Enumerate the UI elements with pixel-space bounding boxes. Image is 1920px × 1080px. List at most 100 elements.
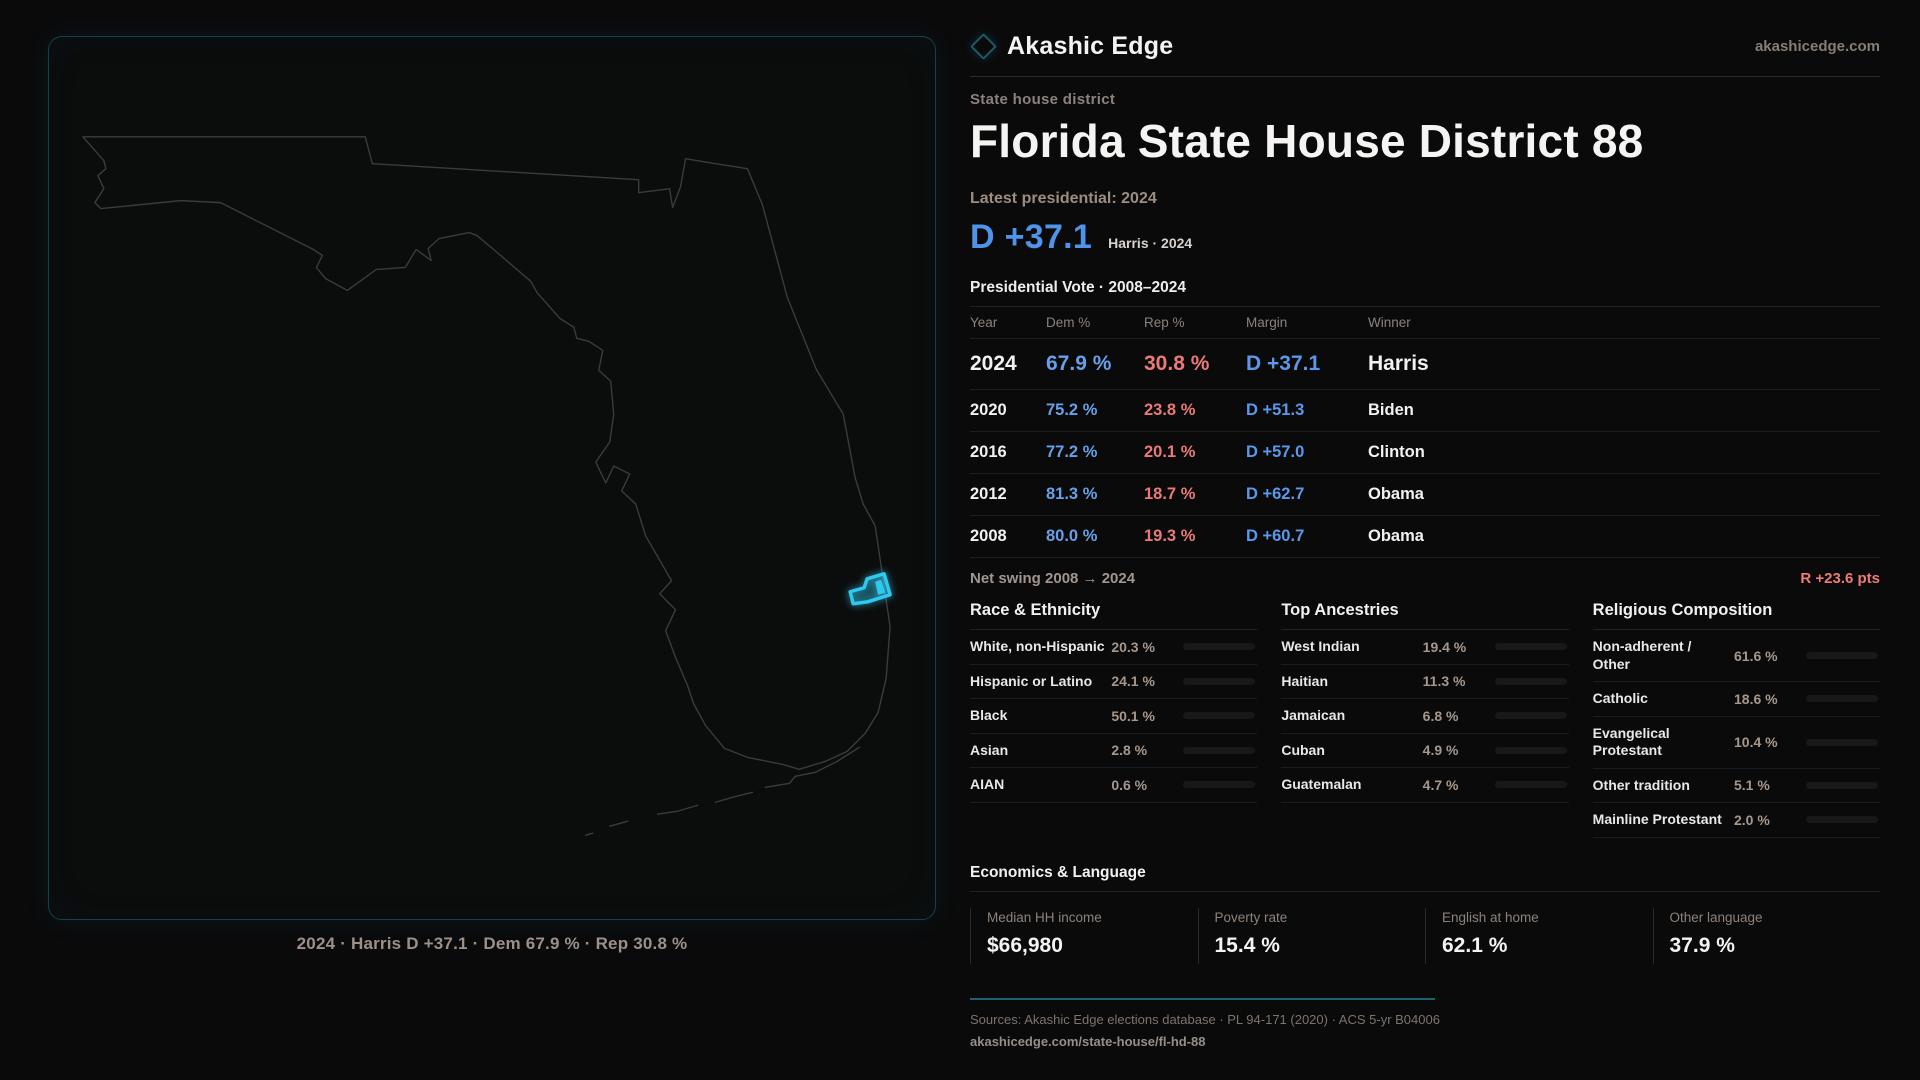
stat-value: 62.1 % [1442, 934, 1653, 958]
col-rep: Rep % [1144, 315, 1246, 330]
econ-title: Economics & Language [970, 864, 1880, 892]
cell-margin: D +62.7 [1246, 485, 1368, 504]
demo-row: Asian 2.8 % [970, 734, 1257, 769]
latest-label: Latest presidential: 2024 [970, 190, 1880, 208]
margin-headline: D +37.1 [970, 218, 1092, 257]
demo-section-rows: West Indian 19.4 % Haitian 11.3 % Jamaic… [1281, 630, 1568, 803]
header-divider [970, 76, 1880, 77]
brand-name: Akashic Edge [1007, 32, 1173, 61]
cell-year: 2020 [970, 401, 1046, 420]
cell-winner: Obama [1368, 527, 1880, 546]
pv-table-row: 2020 75.2 % 23.8 % D +51.3 Biden [970, 390, 1880, 432]
pv-table-row: 2016 77.2 % 20.1 % D +57.0 Clinton [970, 432, 1880, 474]
demo-bar [1806, 652, 1878, 659]
demo-value: 0.6 % [1111, 777, 1177, 793]
florida-keys [586, 747, 859, 835]
demo-value: 5.1 % [1734, 777, 1800, 793]
demographics: Race & Ethnicity White, non-Hispanic 20.… [970, 601, 1880, 838]
demo-bar [1495, 747, 1567, 754]
col-dem: Dem % [1046, 315, 1144, 330]
demo-section-rows: White, non-Hispanic 20.3 % Hispanic or L… [970, 630, 1257, 803]
demo-bar [1183, 643, 1255, 650]
margin-headline-row: D +37.1 Harris · 2024 [970, 218, 1880, 257]
demo-value: 2.0 % [1734, 812, 1800, 828]
stat-value: 37.9 % [1670, 934, 1881, 958]
demo-bar [1183, 712, 1255, 719]
demo-row: Non-adherent / Other 61.6 % [1593, 630, 1880, 682]
stat-label: English at home [1442, 910, 1653, 925]
permalink[interactable]: akashicedge.com/state-house/fl-hd-88 [970, 1034, 1206, 1049]
pv-table-body: 2024 67.9 % 30.8 % D +37.1 Harris 2020 7… [970, 339, 1880, 558]
margin-note: Harris · 2024 [1108, 235, 1192, 251]
stat-label: Other language [1670, 910, 1881, 925]
demo-label: Other tradition [1593, 777, 1728, 795]
report-panel: Akashic Edge akashicedge.com State house… [970, 24, 1880, 1051]
demo-section: Race & Ethnicity White, non-Hispanic 20.… [970, 601, 1257, 838]
demo-value: 6.8 % [1423, 708, 1489, 724]
demo-label: Asian [970, 742, 1105, 760]
demo-bar [1806, 739, 1878, 746]
pv-table-row: 2012 81.3 % 18.7 % D +62.7 Obama [970, 474, 1880, 516]
demo-value: 10.4 % [1734, 734, 1800, 750]
demo-label: White, non-Hispanic [970, 638, 1105, 656]
demo-row: AIAN 0.6 % [970, 768, 1257, 803]
col-winner: Winner [1368, 315, 1880, 330]
demo-row: Black 50.1 % [970, 699, 1257, 734]
stat-label: Poverty rate [1215, 910, 1426, 925]
district-marker [850, 574, 890, 604]
demo-value: 61.6 % [1734, 648, 1800, 664]
demo-label: West Indian [1281, 638, 1416, 656]
demo-section-title: Race & Ethnicity [970, 601, 1257, 630]
cell-winner: Harris [1368, 352, 1880, 376]
pv-table-row: 2008 80.0 % 19.3 % D +60.7 Obama [970, 516, 1880, 558]
cell-dem-pct: 81.3 % [1046, 485, 1144, 504]
site-link[interactable]: akashicedge.com [1755, 38, 1880, 55]
net-swing-value: R +23.6 pts [1800, 570, 1880, 587]
demo-section-title: Top Ancestries [1281, 601, 1568, 630]
florida-map [49, 37, 935, 919]
cell-margin: D +51.3 [1246, 401, 1368, 420]
diamond-logo-icon [970, 33, 997, 60]
demo-row: Hispanic or Latino 24.1 % [970, 665, 1257, 700]
demo-row: Cuban 4.9 % [1281, 734, 1568, 769]
demo-row: West Indian 19.4 % [1281, 630, 1568, 665]
cell-rep-pct: 23.8 % [1144, 401, 1246, 420]
demo-label: AIAN [970, 776, 1105, 794]
demo-section: Religious Composition Non-adherent / Oth… [1593, 601, 1880, 838]
cell-year: 2012 [970, 485, 1046, 504]
demo-bar [1183, 678, 1255, 685]
cell-winner: Biden [1368, 401, 1880, 420]
demo-value: 4.9 % [1423, 742, 1489, 758]
demo-label: Mainline Protestant [1593, 811, 1728, 829]
cell-rep-pct: 30.8 % [1144, 352, 1246, 376]
econ-stats: Median HH income $66,980 Poverty rate 15… [970, 908, 1880, 964]
cell-dem-pct: 67.9 % [1046, 352, 1144, 376]
demo-row: Mainline Protestant 2.0 % [1593, 803, 1880, 838]
demo-row: Evangelical Protestant 10.4 % [1593, 717, 1880, 769]
demo-value: 19.4 % [1423, 639, 1489, 655]
cell-year: 2008 [970, 527, 1046, 546]
map-caption: 2024 · Harris D +37.1 · Dem 67.9 % · Rep… [48, 934, 936, 954]
cell-year: 2024 [970, 352, 1046, 376]
cell-rep-pct: 19.3 % [1144, 527, 1246, 546]
cell-margin: D +57.0 [1246, 443, 1368, 462]
demo-bar [1183, 747, 1255, 754]
demo-row: White, non-Hispanic 20.3 % [970, 630, 1257, 665]
florida-outline [83, 137, 890, 770]
demo-value: 20.3 % [1111, 639, 1177, 655]
demo-label: Evangelical Protestant [1593, 725, 1728, 760]
map-panel [48, 36, 936, 920]
cell-dem-pct: 77.2 % [1046, 443, 1144, 462]
demo-value: 11.3 % [1423, 673, 1489, 689]
cell-rep-pct: 20.1 % [1144, 443, 1246, 462]
demo-bar [1806, 816, 1878, 823]
brand-header: Akashic Edge akashicedge.com [970, 24, 1880, 68]
econ-stat: Median HH income $66,980 [970, 908, 1198, 964]
sources-line: Sources: Akashic Edge elections database… [970, 1012, 1880, 1027]
pv-table-header: Year Dem % Rep % Margin Winner [970, 307, 1880, 339]
demo-bar [1183, 781, 1255, 788]
footer-accent-divider [970, 998, 1435, 1000]
net-swing-row: Net swing 2008 → 2024 R +23.6 pts [970, 558, 1880, 601]
demo-row: Haitian 11.3 % [1281, 665, 1568, 700]
col-margin: Margin [1246, 315, 1368, 330]
